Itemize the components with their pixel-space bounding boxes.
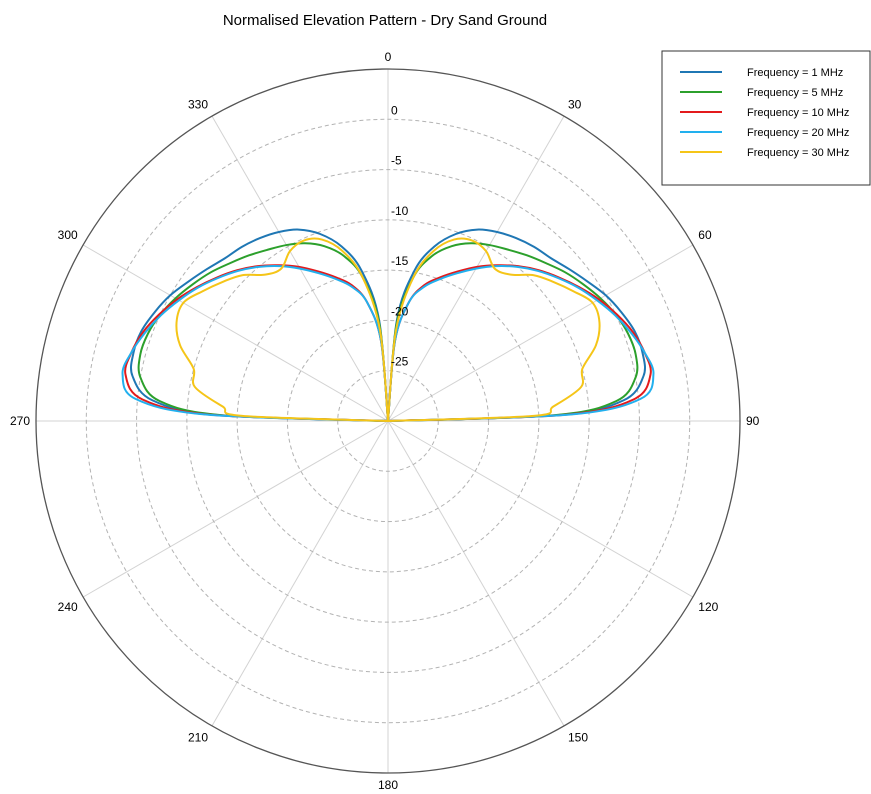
- legend-entry: Frequency = 20 MHz: [747, 127, 849, 139]
- legend-entry: Frequency = 30 MHz: [747, 147, 849, 159]
- radial-tick-label: -20: [391, 304, 409, 318]
- angle-tick-label: 60: [698, 228, 712, 242]
- angle-tick-label: 0: [385, 50, 392, 64]
- spoke-line: [82, 244, 389, 422]
- radial-gridline: [286, 319, 490, 523]
- series-2: [137, 242, 639, 422]
- radial-labels: 0 -5 -10 -15 -20 -25: [391, 103, 409, 368]
- angle-tick-label: 180: [378, 778, 398, 792]
- series-line-left: [175, 237, 389, 422]
- series-1: [130, 228, 646, 422]
- angle-tick-label: 90: [746, 414, 760, 428]
- outer-circle: [35, 68, 741, 774]
- polar-grid: [35, 68, 741, 774]
- spoke-line: [387, 420, 694, 598]
- legend-entry: Frequency = 1 MHz: [747, 67, 843, 79]
- legend: Frequency = 1 MHz Frequency = 5 MHz Freque…: [661, 50, 871, 186]
- chart-title: Normalised Elevation Pattern - Dry Sand …: [223, 12, 547, 29]
- spoke-line: [211, 420, 389, 727]
- angle-tick-label: 120: [698, 600, 718, 614]
- radial-tick-label: -5: [391, 154, 402, 168]
- radial-gridline: [337, 370, 439, 472]
- spoke-line: [387, 244, 694, 422]
- legend-entry: Frequency = 10 MHz: [747, 107, 849, 119]
- angle-labels: 0 30 60 90 120 150 180 210 240 270 300 330: [10, 50, 760, 792]
- legend-box: [661, 50, 871, 186]
- angle-tick-label: 240: [58, 600, 78, 614]
- series-line-right: [387, 264, 652, 422]
- angle-tick-label: 330: [188, 98, 208, 112]
- radial-gridline: [236, 269, 540, 573]
- series-5: [175, 237, 601, 422]
- series-line-left: [124, 264, 389, 422]
- radial-gridline: [136, 169, 640, 673]
- spoke-line: [387, 420, 565, 727]
- angle-tick-label: 210: [188, 730, 208, 744]
- radial-gridline: [186, 219, 590, 623]
- series-line-right: [387, 228, 646, 422]
- series-line-right: [387, 265, 655, 422]
- series-4: [121, 265, 655, 422]
- angle-tick-label: 300: [58, 228, 78, 242]
- series-line-left: [130, 228, 389, 422]
- radial-gridline: [85, 118, 691, 724]
- series-line-right: [387, 237, 601, 422]
- angle-tick-label: 270: [10, 414, 30, 428]
- angle-tick-label: 150: [568, 730, 588, 744]
- angle-tick-label: 30: [568, 98, 582, 112]
- radial-tick-label: -10: [391, 204, 409, 218]
- radial-tick-label: -25: [391, 355, 409, 369]
- legend-entry: Frequency = 5 MHz: [747, 87, 843, 99]
- radial-tick-label: 0: [391, 103, 398, 117]
- radial-tick-label: -15: [391, 254, 409, 268]
- series-line-right: [387, 242, 639, 422]
- series-line-left: [137, 242, 389, 422]
- spoke-line: [82, 420, 389, 598]
- series-line-left: [121, 265, 389, 422]
- series-layer: [121, 228, 655, 422]
